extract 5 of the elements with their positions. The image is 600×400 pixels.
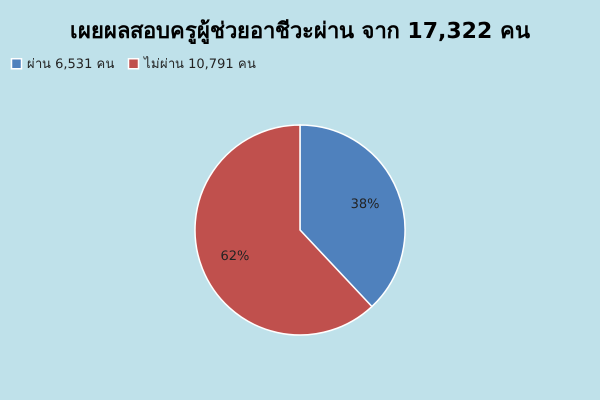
legend-label: ผ่าน 6,531 คน — [27, 56, 114, 72]
chart-title: เผยผลสอบครูผู้ช่วยอาชีวะผ่าน จาก 17,322 คน — [70, 19, 530, 45]
legend-label: ไม่ผ่าน 10,791 คน — [143, 56, 256, 72]
data-label: 62% — [220, 248, 250, 264]
data-label: 38% — [350, 197, 380, 212]
